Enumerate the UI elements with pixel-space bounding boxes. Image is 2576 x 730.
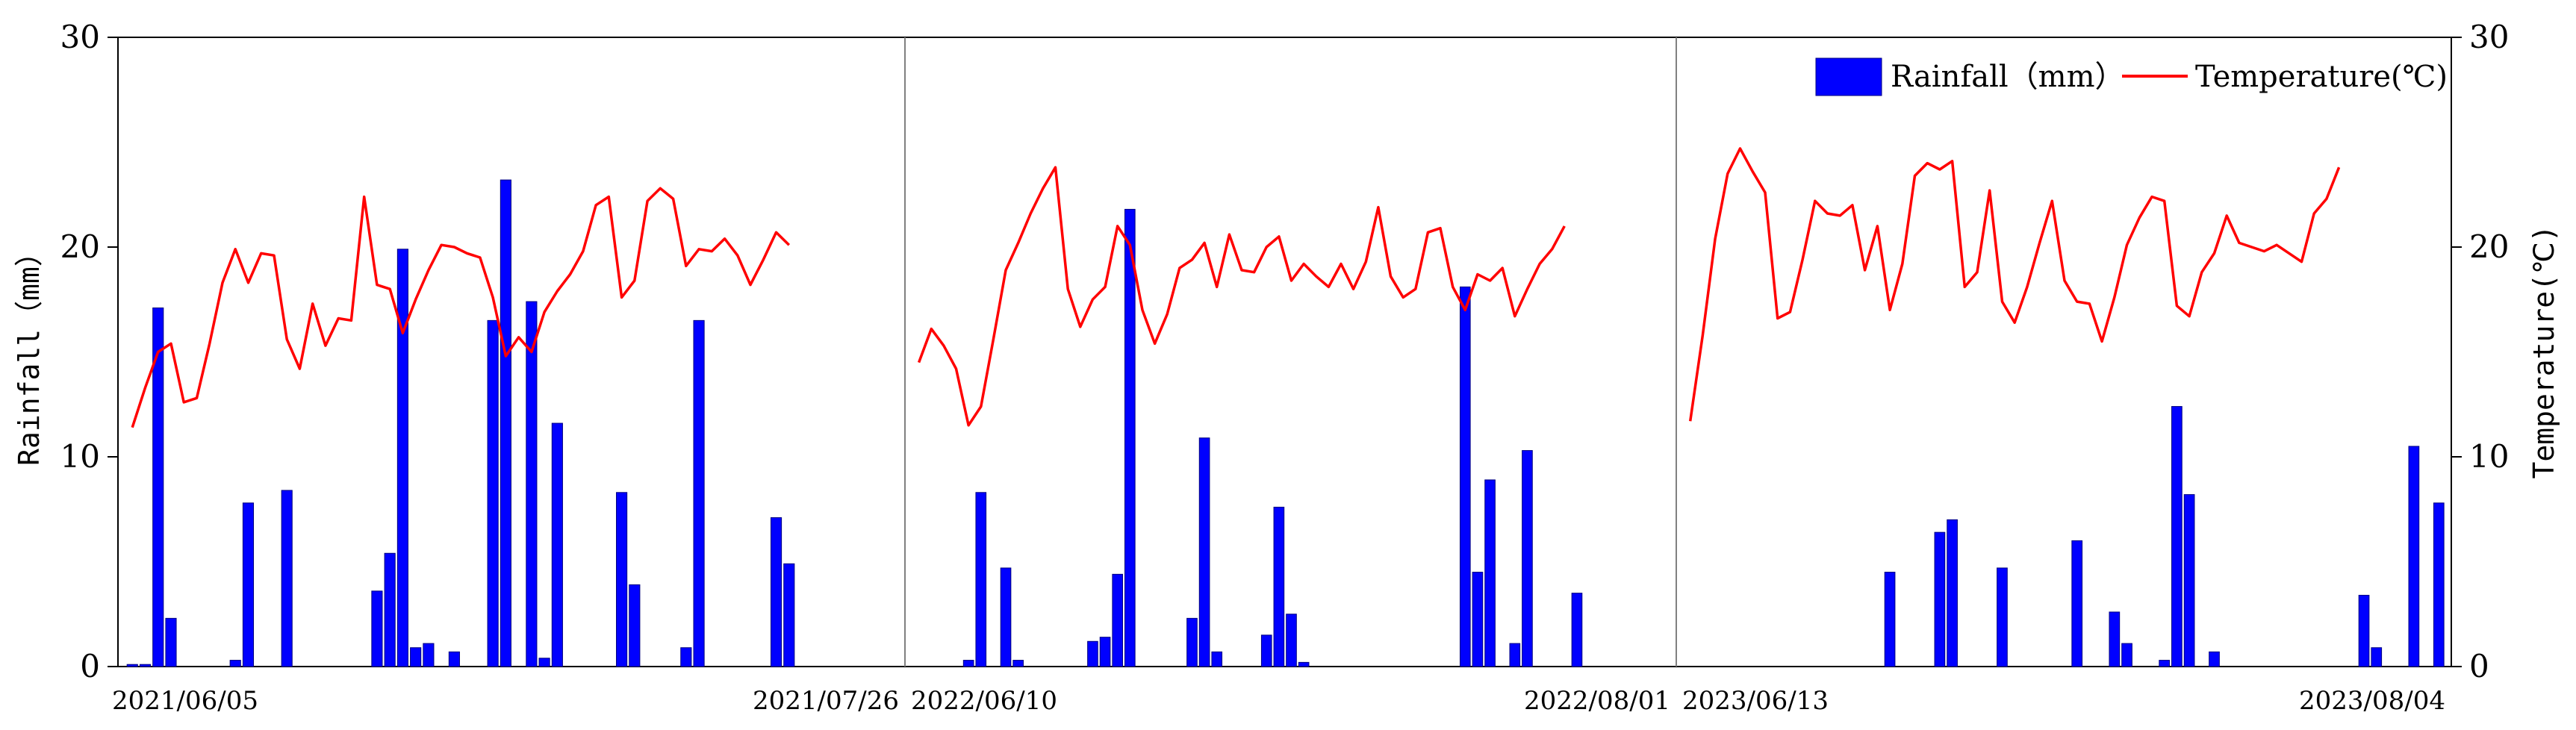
rainfall-bar	[396, 249, 408, 667]
right-tick-label: 0	[2469, 648, 2489, 684]
rainfall-bar	[1124, 208, 1136, 667]
rainfall-bar	[152, 307, 164, 667]
rainfall-bar	[2408, 446, 2420, 667]
rainfall-bar	[1211, 651, 1223, 667]
rainfall-bar	[1947, 519, 1958, 667]
legend-temperature-label: Temperature(℃)	[2195, 60, 2448, 94]
rainfall-bar	[281, 490, 293, 667]
rainfall-bar	[384, 552, 396, 667]
rainfall-bar	[2209, 651, 2220, 667]
rainfall-bar	[2433, 502, 2445, 667]
rainfall-bar	[770, 517, 783, 667]
rainfall-bar	[1112, 573, 1124, 667]
rainfall-bar	[1000, 567, 1012, 667]
end-date-label: 2023/08/04	[2299, 686, 2445, 716]
rainfall-bar	[783, 563, 795, 667]
rainfall-bar	[1459, 286, 1471, 667]
left-tick-label: 20	[60, 228, 100, 265]
left-tick-label: 0	[80, 648, 100, 684]
rainfall-bar	[1273, 506, 1285, 667]
rainfall-bar	[1012, 660, 1024, 667]
temperature-line	[917, 166, 1566, 427]
legend-rainfall-swatch	[1815, 57, 1882, 96]
rainfall-bar	[165, 617, 177, 667]
y-axis-title-right: Temperature(℃)	[2527, 225, 2560, 478]
rainfall-bar	[2371, 647, 2383, 667]
rainfall-bar	[2121, 643, 2132, 667]
rainfall-bar	[2071, 540, 2083, 667]
rainfall-bar	[2109, 611, 2121, 667]
rainfall-bar	[680, 647, 692, 667]
end-date-label: 2021/07/26	[753, 686, 899, 716]
start-date-label: 2021/06/05	[112, 686, 258, 716]
left-tick-label: 10	[60, 438, 100, 475]
right-tick-label: 30	[2469, 19, 2509, 55]
rainfall-bar	[538, 658, 550, 667]
rainfall-bar	[1472, 572, 1484, 667]
temperature-line	[1688, 147, 2341, 422]
y-axis-title-left: Rainfall（mm）	[13, 238, 46, 466]
rainfall-bar	[1484, 479, 1496, 667]
rainfall-bar	[1286, 614, 1297, 667]
rainfall-bar	[2159, 660, 2171, 667]
rainfall-bar	[487, 319, 499, 667]
rainfall-bar	[2183, 494, 2195, 667]
rainfall-bar	[1509, 643, 1521, 667]
rainfall-bar	[242, 502, 255, 667]
rainfall-bar	[1087, 640, 1098, 667]
rainfall-bar	[1884, 572, 1896, 667]
rainfall-bar	[1198, 437, 1210, 667]
start-date-label: 2022/06/10	[911, 686, 1057, 716]
rainfall-bar	[629, 584, 641, 667]
rainfall-bar	[2358, 594, 2370, 667]
right-tick-label: 20	[2469, 228, 2509, 265]
rainfall-bar	[526, 301, 538, 667]
rainfall-bar	[139, 664, 152, 667]
rainfall-bar	[962, 660, 974, 667]
right-tick-label: 10	[2469, 438, 2509, 475]
rainfall-bar	[423, 643, 435, 667]
rainfall-bar	[448, 651, 460, 667]
start-date-label: 2023/06/13	[1682, 686, 1829, 716]
rainfall-bar	[2171, 406, 2183, 667]
plot-frame	[117, 37, 2452, 667]
rainfall-bar	[1298, 661, 1310, 667]
rainfall-bar	[975, 492, 987, 667]
rainfall-bar	[410, 647, 422, 667]
rainfall-bar	[1099, 637, 1111, 667]
end-date-label: 2022/08/01	[1524, 686, 1670, 716]
temperature-line	[131, 187, 791, 428]
left-tick-label: 30	[60, 19, 100, 55]
rainfall-bar	[1186, 617, 1198, 667]
legend-rainfall-label: Rainfall（mm）	[1891, 60, 2125, 94]
rainfall-bar	[1934, 531, 1946, 667]
rainfall-bar	[616, 492, 628, 667]
rainfall-bar	[1571, 593, 1583, 667]
rainfall-bar	[693, 319, 705, 667]
rainfall-bar	[1522, 450, 1533, 667]
rainfall-bar	[1997, 567, 2008, 667]
rainfall-bar	[229, 660, 241, 667]
rainfall-bar	[1260, 634, 1272, 667]
rainfall-bar	[551, 422, 563, 667]
rainfall-bar	[500, 179, 511, 667]
rainfall-bar	[371, 590, 383, 667]
rainfall-bar	[126, 664, 138, 667]
